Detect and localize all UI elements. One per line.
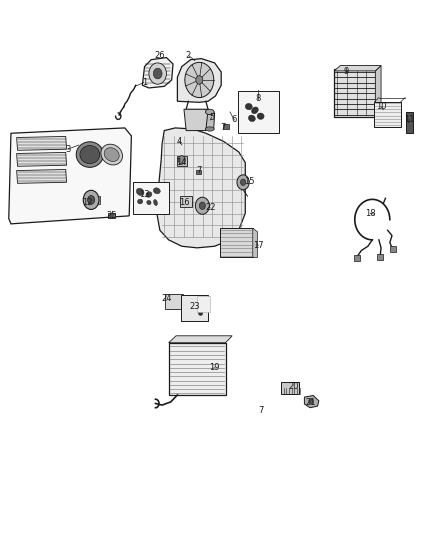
Ellipse shape: [248, 115, 255, 122]
Circle shape: [309, 399, 313, 404]
Text: 9: 9: [343, 68, 349, 76]
Text: 24: 24: [161, 294, 172, 303]
Text: 7: 7: [258, 406, 263, 415]
Text: 17: 17: [253, 241, 264, 249]
Circle shape: [198, 310, 203, 316]
Bar: [96, 196, 100, 204]
Circle shape: [185, 62, 214, 98]
Circle shape: [149, 63, 166, 84]
Bar: [390, 246, 396, 252]
Bar: [165, 294, 183, 309]
Text: 1: 1: [142, 78, 147, 87]
Circle shape: [198, 300, 203, 305]
Circle shape: [199, 202, 205, 209]
Bar: [178, 148, 182, 152]
Polygon shape: [9, 128, 131, 224]
Polygon shape: [304, 395, 319, 408]
Polygon shape: [17, 136, 67, 150]
Polygon shape: [375, 66, 381, 116]
Ellipse shape: [136, 188, 144, 196]
Circle shape: [240, 179, 246, 185]
Text: 10: 10: [376, 102, 386, 111]
Circle shape: [88, 196, 95, 204]
Circle shape: [237, 175, 249, 190]
Bar: [281, 382, 299, 394]
Polygon shape: [205, 112, 215, 129]
Polygon shape: [334, 66, 381, 71]
Bar: [354, 255, 360, 261]
Bar: [181, 295, 208, 321]
Text: 13: 13: [139, 190, 150, 199]
Text: 26: 26: [155, 52, 165, 60]
Bar: [197, 296, 210, 312]
Ellipse shape: [257, 113, 264, 119]
Polygon shape: [17, 169, 67, 183]
Ellipse shape: [76, 142, 103, 167]
Polygon shape: [177, 59, 221, 102]
Circle shape: [110, 213, 113, 217]
Bar: [237, 91, 279, 133]
Circle shape: [195, 197, 209, 214]
Bar: [169, 343, 226, 395]
Text: 15: 15: [244, 177, 255, 185]
Text: 7: 7: [197, 166, 202, 175]
Polygon shape: [17, 152, 67, 166]
Text: 6: 6: [232, 116, 237, 124]
Circle shape: [196, 76, 203, 84]
Text: 18: 18: [365, 209, 375, 217]
Ellipse shape: [205, 127, 214, 131]
Text: 21: 21: [306, 398, 316, 407]
Bar: [406, 112, 413, 133]
Bar: [180, 196, 192, 207]
Polygon shape: [253, 228, 258, 257]
Bar: [86, 196, 89, 204]
Polygon shape: [142, 58, 173, 88]
Circle shape: [178, 156, 185, 164]
Ellipse shape: [251, 107, 258, 114]
Bar: [374, 102, 401, 127]
Text: 8: 8: [256, 94, 261, 103]
Bar: [377, 254, 383, 260]
Ellipse shape: [147, 200, 151, 205]
Text: 22: 22: [205, 204, 215, 212]
Ellipse shape: [104, 148, 119, 161]
Ellipse shape: [245, 103, 252, 110]
Ellipse shape: [146, 192, 152, 197]
Polygon shape: [169, 336, 232, 343]
Text: 11: 11: [404, 116, 415, 124]
Text: 3: 3: [65, 145, 71, 154]
Text: 19: 19: [209, 364, 220, 372]
Polygon shape: [184, 109, 208, 131]
Text: 4: 4: [177, 137, 182, 146]
Bar: [108, 213, 115, 218]
Bar: [196, 170, 201, 174]
Text: 20: 20: [288, 382, 299, 391]
Circle shape: [83, 190, 99, 209]
Text: 5: 5: [210, 113, 215, 122]
Ellipse shape: [101, 144, 123, 165]
Ellipse shape: [205, 109, 214, 115]
Text: 25: 25: [106, 212, 117, 220]
Ellipse shape: [80, 146, 99, 164]
Text: 2: 2: [186, 52, 191, 60]
Text: 23: 23: [190, 302, 200, 311]
Ellipse shape: [154, 199, 157, 206]
Circle shape: [198, 305, 203, 311]
Polygon shape: [157, 128, 245, 248]
Bar: [220, 228, 253, 257]
Text: 12: 12: [82, 198, 93, 207]
Text: 7: 7: [221, 124, 226, 132]
Text: 16: 16: [179, 198, 189, 207]
Text: 14: 14: [177, 158, 187, 167]
Bar: [177, 140, 188, 150]
Bar: [177, 156, 187, 166]
Circle shape: [153, 68, 162, 79]
Bar: [334, 69, 376, 117]
Bar: [133, 182, 169, 214]
Ellipse shape: [138, 199, 143, 204]
Ellipse shape: [153, 188, 160, 194]
Bar: [197, 207, 207, 210]
Bar: [223, 124, 229, 129]
